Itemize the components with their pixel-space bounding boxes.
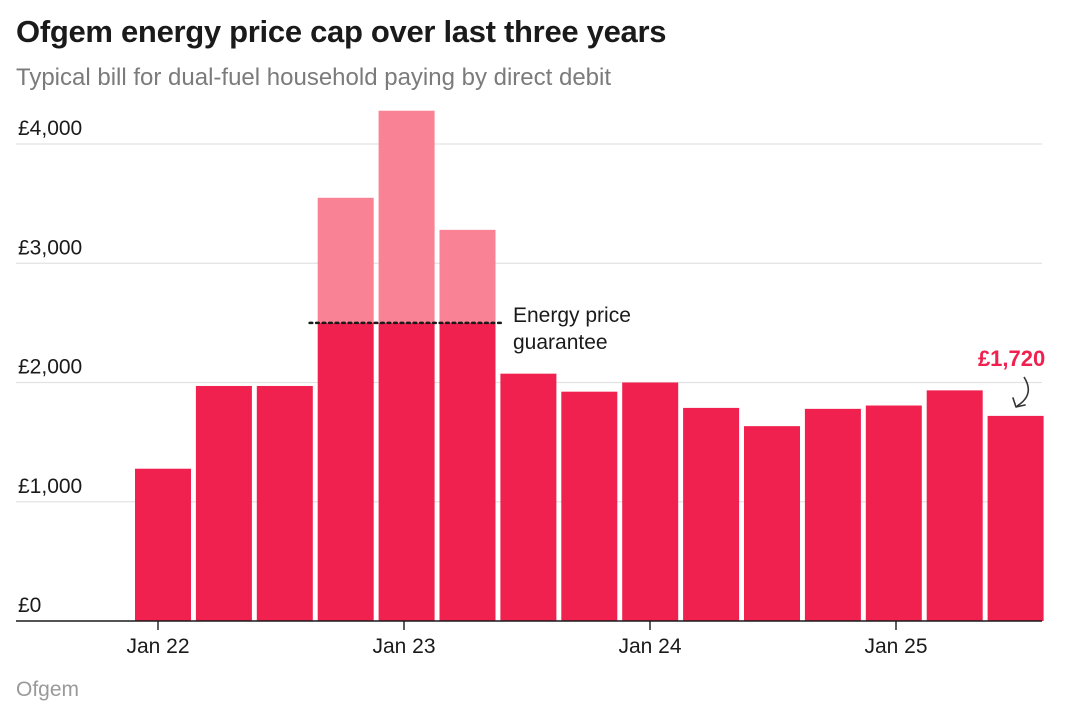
bar [926,390,983,621]
bar [865,405,922,621]
chart-title: Ofgem energy price cap over last three y… [16,14,667,49]
last-value-arrow [1016,376,1030,407]
last-value-arrowhead [1012,397,1026,408]
y-tick-label: £1,000 [18,475,82,498]
bar [378,322,435,621]
y-tick-label: £2,000 [18,356,82,379]
bar [561,391,618,621]
y-tick-label: £4,000 [18,117,82,140]
bar-above-guarantee [378,110,435,323]
bar [195,385,252,621]
bar [500,373,557,621]
y-tick-label: £3,000 [18,236,82,259]
bar [683,407,740,621]
bar-chart: £0 £1,000 £2,000 £3,000 £4,000 Jan 22 Jan 23 Ja… [16,110,1045,658]
guarantee-label: guarantee [513,331,608,354]
bar [135,468,191,621]
bar [439,322,496,621]
chart-subtitle: Typical bill for dual-fuel household pay… [16,64,612,91]
last-value-label: £1,720 [978,346,1045,371]
source-credit: Ofgem [16,678,80,701]
x-tick-label: Jan 25 [864,635,927,658]
guarantee-label: Energy price [513,304,631,327]
bar [256,385,313,621]
bar [987,415,1044,621]
y-tick-label: £0 [18,594,41,617]
bar [622,382,679,621]
bar-above-guarantee [317,197,374,323]
bar [317,322,374,621]
bar [804,408,861,621]
x-tick-label: Jan 24 [618,635,681,658]
x-tick-label: Jan 23 [372,635,435,658]
bar [744,426,800,621]
x-tick-label: Jan 22 [126,635,189,658]
bar-above-guarantee [439,229,496,323]
